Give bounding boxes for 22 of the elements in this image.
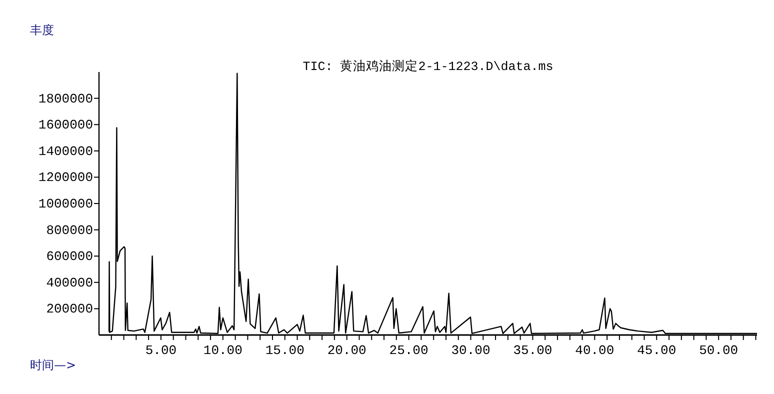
x-tick-label: 5.00 <box>145 343 177 358</box>
x-tick-label: 50.00 <box>699 343 738 358</box>
x-tick-label: 20.00 <box>327 343 366 358</box>
y-tick-label: 1200000 <box>38 170 93 186</box>
x-tick-label: 30.00 <box>451 343 490 358</box>
y-tick-label: 400000 <box>46 275 93 290</box>
y-axis-title: 丰度 <box>30 23 54 37</box>
y-tick-label: 1400000 <box>38 144 93 159</box>
x-tick-label: 45.00 <box>637 343 676 358</box>
chart-title: TIC: 黄油鸡油测定2-1-1223.D\data.ms <box>302 59 554 74</box>
x-axis-title: 时间—> <box>30 358 76 372</box>
x-tick-label: 25.00 <box>389 343 428 358</box>
y-tick-label: 600000 <box>46 249 93 264</box>
y-tick-label: 200000 <box>46 302 93 317</box>
x-tick-label: 10.00 <box>203 343 242 358</box>
y-tick-label: 1600000 <box>38 118 93 133</box>
y-tick-label: 800000 <box>46 222 93 238</box>
x-tick-label: 40.00 <box>575 343 614 358</box>
y-tick-label: 1000000 <box>38 196 93 212</box>
x-tick-label: 35.00 <box>513 343 552 358</box>
y-tick-label: 1800000 <box>38 91 93 106</box>
x-tick-label: 15.00 <box>265 343 304 358</box>
